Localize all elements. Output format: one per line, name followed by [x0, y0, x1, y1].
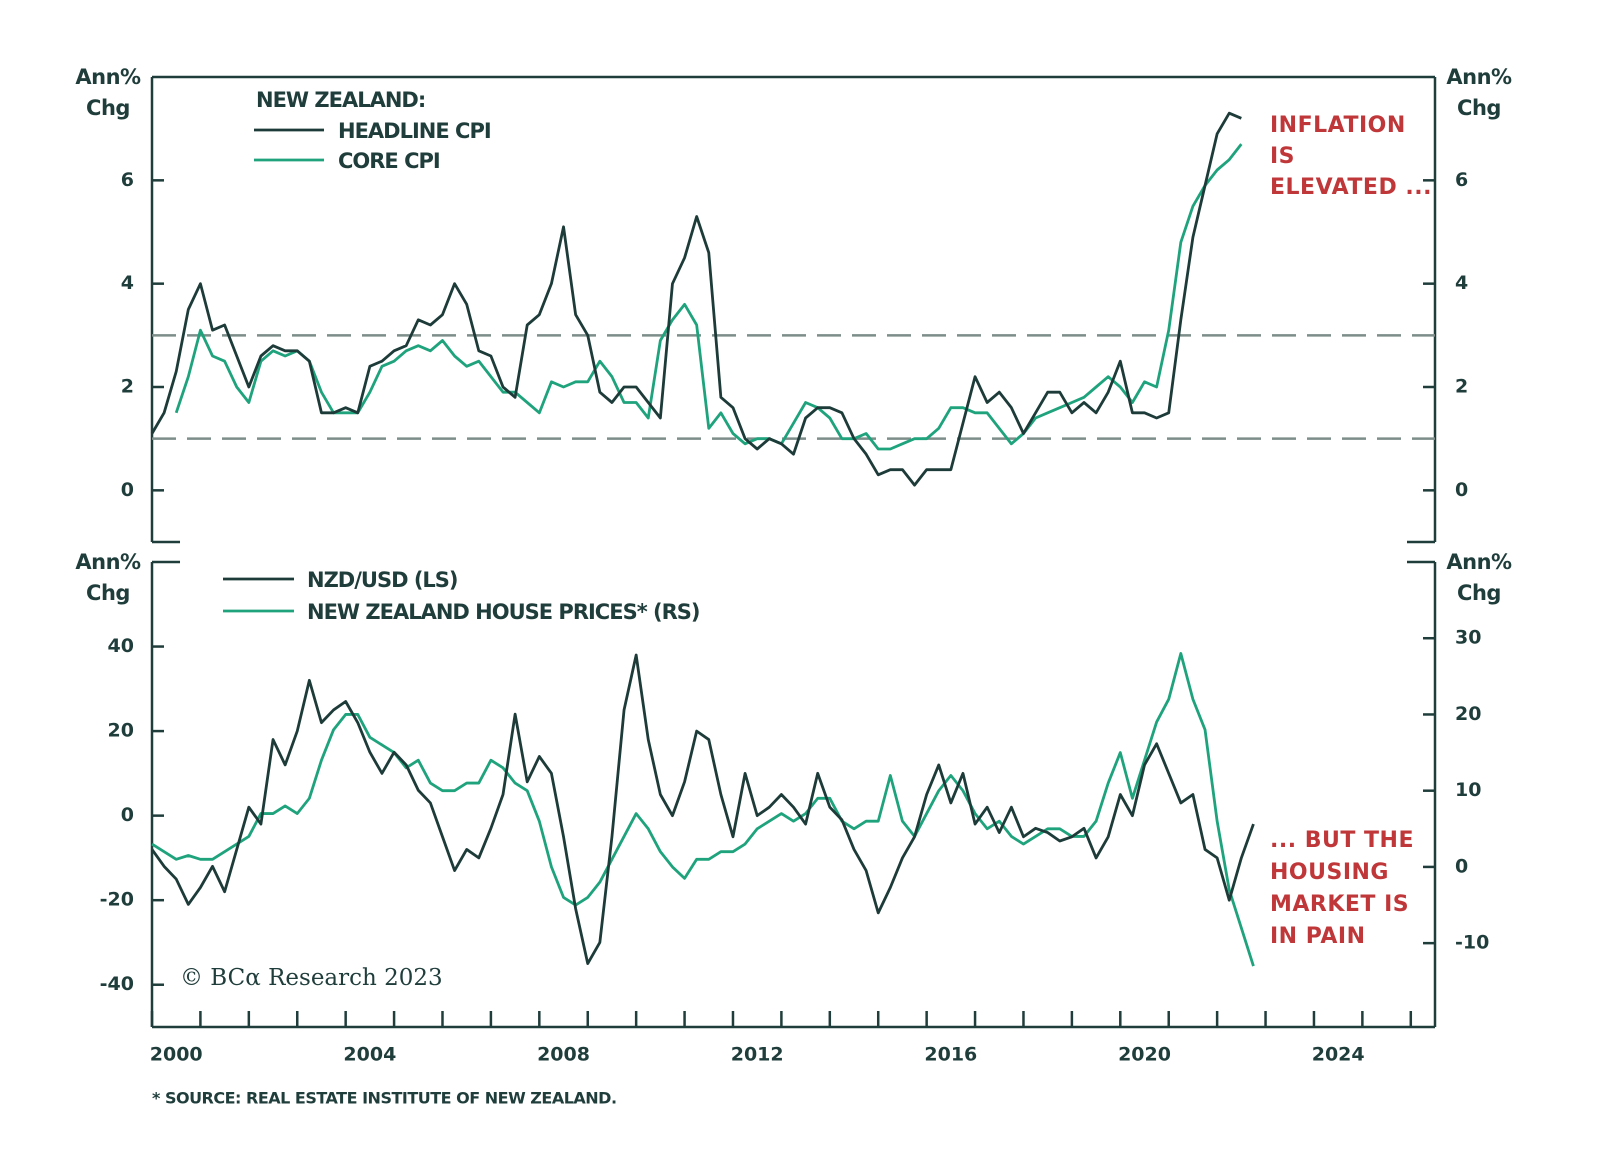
legend-title: NEW ZEALAND: — [256, 88, 425, 112]
y2-axis-label: Chg — [1457, 96, 1501, 120]
annotation: IS — [1270, 144, 1295, 169]
x-tick-label: 2000 — [150, 1044, 203, 1066]
annotation: IN PAIN — [1270, 924, 1366, 949]
y-tick-label: 0 — [121, 479, 134, 501]
y-axis-label: Chg — [86, 581, 130, 605]
y2-tick-label: 6 — [1455, 169, 1468, 191]
footnote: * SOURCE: REAL ESTATE INSTITUTE OF NEW Z… — [152, 1089, 617, 1108]
y-axis-label: Ann% — [75, 65, 141, 89]
y2-tick-label: 20 — [1455, 703, 1481, 725]
y2-tick-label: 2 — [1455, 376, 1468, 398]
legend-label: HEADLINE CPI — [338, 119, 491, 143]
y2-tick-label: 10 — [1455, 779, 1481, 801]
y2-tick-label: -10 — [1455, 932, 1489, 954]
y-tick-label: 20 — [108, 720, 134, 742]
y2-tick-label: 4 — [1455, 272, 1468, 294]
annotation: HOUSING — [1270, 860, 1389, 885]
annotation: ELEVATED ... — [1270, 175, 1432, 200]
series-line — [151, 652, 1255, 967]
y2-tick-label: 30 — [1455, 627, 1481, 649]
x-tick-label: 2020 — [1118, 1044, 1171, 1066]
y-tick-label: 6 — [121, 169, 134, 191]
legend-label: NEW ZEALAND HOUSE PRICES* (RS) — [307, 600, 699, 624]
y2-axis-label: Ann% — [1446, 550, 1512, 574]
x-tick-label: 2012 — [731, 1044, 784, 1066]
x-tick-label: 2008 — [537, 1044, 590, 1066]
y-tick-label: 2 — [121, 376, 134, 398]
legend-label: CORE CPI — [338, 149, 440, 173]
y-tick-label: -40 — [100, 973, 134, 995]
x-tick-label: 2024 — [1312, 1044, 1365, 1066]
legend-label: NZD/USD (LS) — [307, 568, 458, 592]
series-line — [150, 653, 1255, 965]
y2-axis-label: Ann% — [1446, 65, 1512, 89]
annotation: ... BUT THE — [1270, 828, 1414, 853]
annotation: INFLATION — [1270, 113, 1406, 138]
y-axis-label: Ann% — [75, 550, 141, 574]
y2-axis-label: Chg — [1457, 581, 1501, 605]
y2-tick-label: 0 — [1455, 855, 1468, 877]
credit: © BCα Research 2023 — [180, 965, 443, 991]
series-line — [150, 111, 1242, 487]
y2-tick-label: 0 — [1455, 479, 1468, 501]
y-tick-label: 4 — [121, 272, 134, 294]
x-tick-label: 2016 — [924, 1044, 977, 1066]
y-axis-label: Chg — [86, 96, 130, 120]
y-tick-label: 0 — [121, 804, 134, 826]
frame — [150, 75, 1437, 1029]
series-line — [174, 143, 1243, 451]
annotation: MARKET IS — [1270, 892, 1409, 917]
x-tick-label: 2004 — [343, 1044, 396, 1066]
y-tick-label: -20 — [100, 889, 134, 911]
y-tick-label: 40 — [108, 635, 134, 657]
